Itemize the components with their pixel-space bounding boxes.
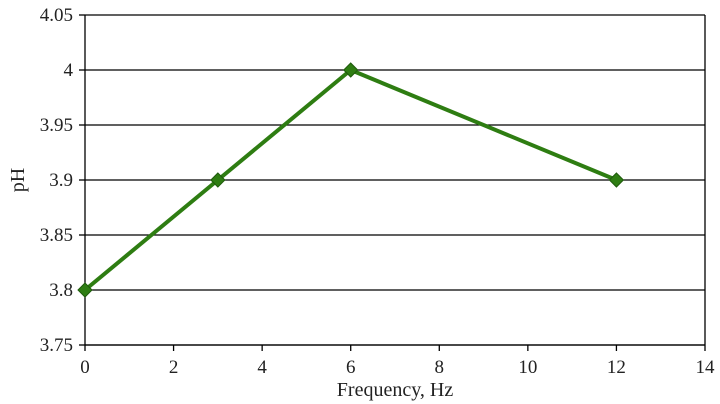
y-tick-label-4: 3.95 (40, 115, 73, 136)
x-axis-tick-labels: 0 2 4 6 8 10 12 14 (80, 345, 715, 378)
y-tick-label-3: 3.9 (49, 170, 73, 191)
data-point-0-2 (343, 62, 359, 78)
y-axis-tick-labels: 3.75 3.8 3.85 3.9 3.95 4 4.05 (40, 5, 85, 356)
x-tick-label-6: 12 (607, 357, 626, 378)
data-point-0-1 (210, 172, 226, 188)
grid-lines (85, 14, 705, 346)
y-tick-label-6: 4.05 (40, 5, 73, 26)
x-tick-label-0: 0 (80, 357, 90, 378)
x-tick-label-7: 14 (696, 357, 716, 378)
x-axis-title: Frequency, Hz (337, 379, 454, 401)
data-point-0-0 (77, 282, 93, 298)
x-tick-label-2: 4 (257, 357, 267, 378)
y-tick-label-5: 4 (64, 60, 74, 81)
data-point-0-3 (608, 172, 625, 188)
series-line-0 (83, 68, 618, 292)
x-tick-label-4: 8 (435, 357, 445, 378)
y-tick-label-2: 3.85 (40, 225, 73, 246)
y-tick-label-0: 3.75 (40, 335, 73, 356)
x-tick-label-1: 2 (169, 357, 179, 378)
series-group (77, 62, 625, 298)
y-axis-title: pH (7, 168, 29, 192)
x-tick-label-5: 10 (518, 357, 537, 378)
x-tick-label-3: 6 (346, 357, 356, 378)
y-tick-label-1: 3.8 (49, 280, 73, 301)
